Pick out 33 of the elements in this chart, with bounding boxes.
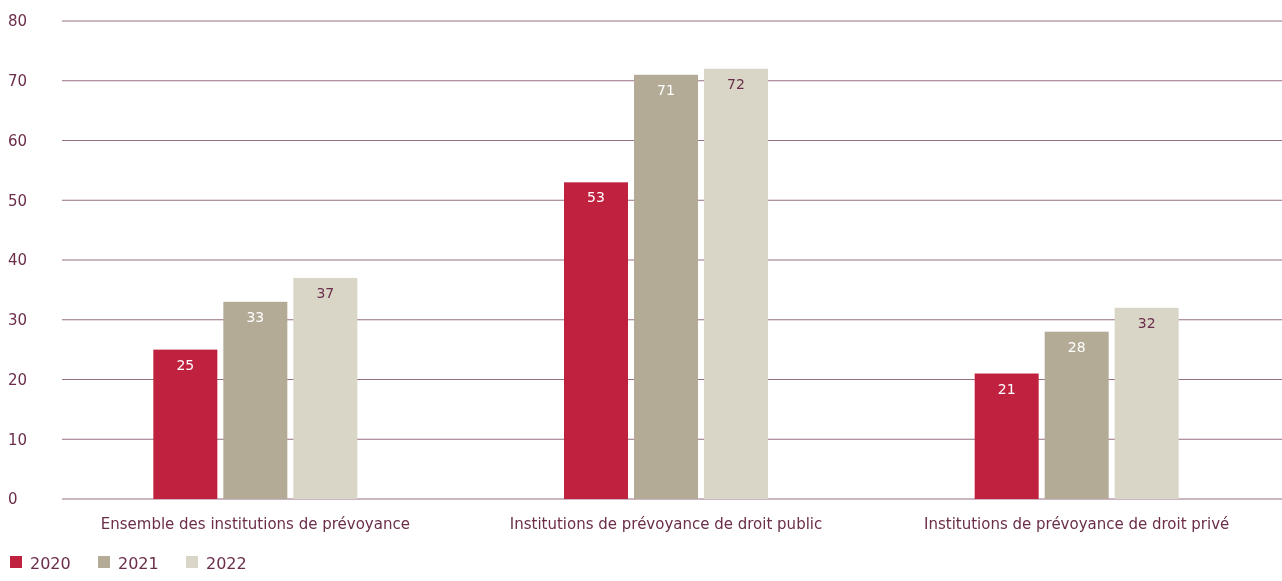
bar	[293, 277, 358, 499]
bar	[1114, 307, 1179, 499]
data-label: 37	[316, 284, 335, 301]
y-tick-label: 30	[8, 311, 28, 329]
data-label: 21	[997, 380, 1016, 397]
y-tick-label: 10	[8, 430, 28, 449]
bar	[974, 373, 1039, 499]
x-tick-label: Institutions de prévoyance de droit public	[509, 515, 823, 533]
bar	[564, 182, 628, 499]
data-label: 53	[587, 189, 605, 206]
bar	[704, 68, 768, 499]
y-tick-label: 70	[8, 72, 28, 90]
x-tick-label: Ensemble des institutions de prévoyance	[100, 515, 410, 533]
data-label: 28	[1067, 338, 1086, 355]
data-label: 72	[727, 75, 745, 92]
bar	[223, 301, 288, 499]
y-tick-label: 20	[8, 370, 28, 389]
legend-label: 2020	[30, 554, 71, 573]
data-label: 32	[1137, 314, 1156, 331]
bar	[153, 349, 218, 499]
y-tick-label: 50	[8, 191, 28, 210]
bar	[1044, 331, 1109, 499]
data-label: 33	[246, 308, 265, 325]
x-tick-label: Institutions de prévoyance de droit privé	[924, 515, 1230, 533]
legend-label: 2022	[206, 554, 247, 573]
data-label: 25	[176, 356, 195, 373]
legend-label: 2021	[118, 554, 159, 573]
data-label: 71	[657, 81, 675, 98]
y-tick-label: 40	[8, 251, 28, 270]
bar	[634, 74, 698, 499]
y-tick-label: 80	[8, 12, 28, 31]
y-tick-label: 0	[8, 490, 18, 509]
y-tick-label: 60	[8, 131, 28, 150]
